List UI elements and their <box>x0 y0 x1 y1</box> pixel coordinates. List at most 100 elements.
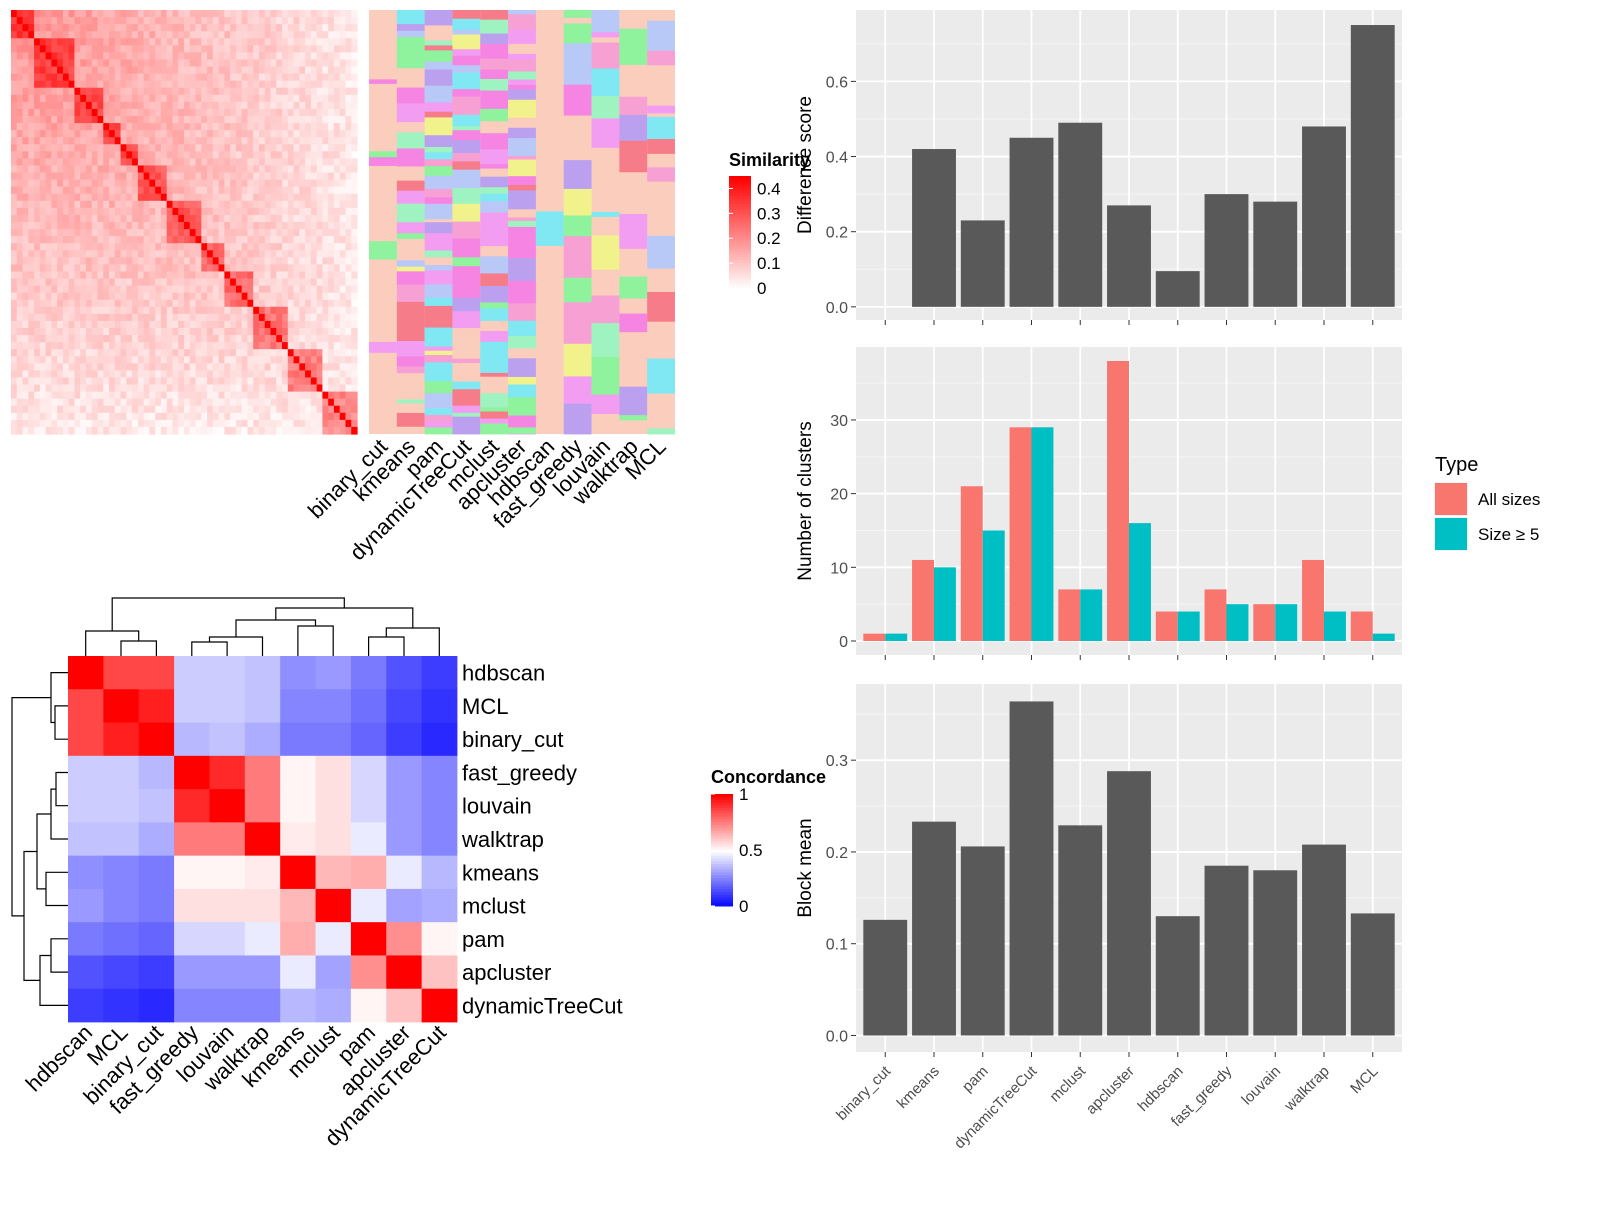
similarity-cell <box>22 285 29 294</box>
similarity-cell <box>282 335 289 343</box>
similarity-cell <box>328 328 335 336</box>
similarity-cell <box>328 349 335 357</box>
similarity-cell <box>299 151 306 159</box>
similarity-cell <box>62 229 70 237</box>
similarity-cell <box>132 87 139 96</box>
similarity-cell <box>149 264 156 273</box>
similarity-cell <box>212 186 220 195</box>
annotation-segment <box>452 65 481 73</box>
similarity-cell <box>51 243 58 251</box>
similarity-cell <box>62 52 70 61</box>
similarity-cell <box>22 123 29 131</box>
similarity-cell <box>195 123 202 131</box>
legend-swatch <box>729 276 751 281</box>
similarity-cell <box>11 391 18 400</box>
similarity-cell <box>34 384 41 393</box>
legend-swatch <box>711 903 733 907</box>
similarity-cell <box>247 207 254 216</box>
similarity-cell <box>264 130 272 138</box>
similarity-cell <box>132 151 139 159</box>
legend-swatch <box>711 864 733 868</box>
concordance-cell <box>138 922 175 956</box>
annotation-segment <box>480 256 509 274</box>
similarity-cell <box>74 158 81 167</box>
similarity-cell <box>207 349 214 357</box>
similarity-cell <box>276 243 283 251</box>
similarity-cell <box>224 405 231 414</box>
similarity-cell <box>212 342 220 350</box>
similarity-cell <box>322 158 329 167</box>
similarity-cell <box>287 377 295 386</box>
similarity-cell <box>207 285 214 294</box>
similarity-cell <box>207 87 214 96</box>
similarity-cell <box>28 87 35 96</box>
similarity-cell <box>91 278 99 287</box>
similarity-cell <box>224 158 231 167</box>
similarity-cell <box>235 342 243 350</box>
similarity-cell <box>80 172 87 181</box>
similarity-cell <box>247 59 254 68</box>
similarity-cell <box>339 73 347 82</box>
similarity-cell <box>57 306 64 315</box>
similarity-cell <box>137 186 145 195</box>
similarity-cell <box>62 66 70 75</box>
legend-swatch <box>711 794 733 798</box>
similarity-cell <box>264 108 272 117</box>
similarity-cell <box>143 179 150 188</box>
similarity-cell <box>68 377 76 386</box>
similarity-cell <box>218 292 225 301</box>
annotation-segment <box>591 68 620 97</box>
similarity-cell <box>80 45 87 53</box>
similarity-cell <box>189 377 197 386</box>
similarity-cell <box>172 158 179 167</box>
similarity-cell <box>247 80 254 89</box>
similarity-cell <box>57 271 64 280</box>
similarity-cell <box>143 285 150 294</box>
similarity-cell <box>339 94 347 103</box>
similarity-cell <box>276 222 283 230</box>
similarity-cell <box>126 384 133 393</box>
similarity-cell <box>62 158 70 167</box>
similarity-cell <box>184 73 191 82</box>
similarity-cell <box>91 38 99 46</box>
similarity-cell <box>45 45 52 53</box>
annotation-segment <box>396 132 425 149</box>
similarity-cell <box>316 250 323 258</box>
similarity-cell <box>39 236 47 244</box>
similarity-cell <box>189 320 197 329</box>
similarity-cell <box>132 370 139 379</box>
similarity-cell <box>137 250 145 258</box>
legend-swatch <box>711 858 733 862</box>
similarity-cell <box>149 45 156 53</box>
similarity-cell <box>80 137 87 145</box>
annotation-segment <box>591 323 620 358</box>
similarity-cell <box>293 158 300 167</box>
similarity-cell <box>97 59 104 68</box>
similarity-cell <box>62 24 70 32</box>
similarity-cell <box>333 172 341 181</box>
annotation-segment <box>480 187 509 195</box>
annotation-segment <box>563 236 592 279</box>
similarity-cell <box>201 419 208 428</box>
similarity-cell <box>339 165 347 174</box>
similarity-cell <box>39 52 47 61</box>
similarity-cell <box>114 172 122 181</box>
similarity-cell <box>137 31 145 39</box>
similarity-cell <box>282 73 289 82</box>
concordance-cell <box>421 689 458 723</box>
similarity-cell <box>16 419 24 428</box>
similarity-cell <box>241 356 249 364</box>
similarity-cell <box>160 94 168 103</box>
similarity-cell <box>178 116 185 124</box>
similarity-cell <box>166 130 174 138</box>
similarity-cell <box>322 165 329 174</box>
similarity-cell <box>184 186 191 195</box>
similarity-cell <box>333 52 341 61</box>
similarity-cell <box>299 80 306 89</box>
annotation-segment <box>396 203 425 223</box>
similarity-cell <box>310 391 318 400</box>
similarity-cell <box>235 137 243 145</box>
bar <box>1177 611 1200 641</box>
legend-tick-label: 0.2 <box>757 229 781 248</box>
